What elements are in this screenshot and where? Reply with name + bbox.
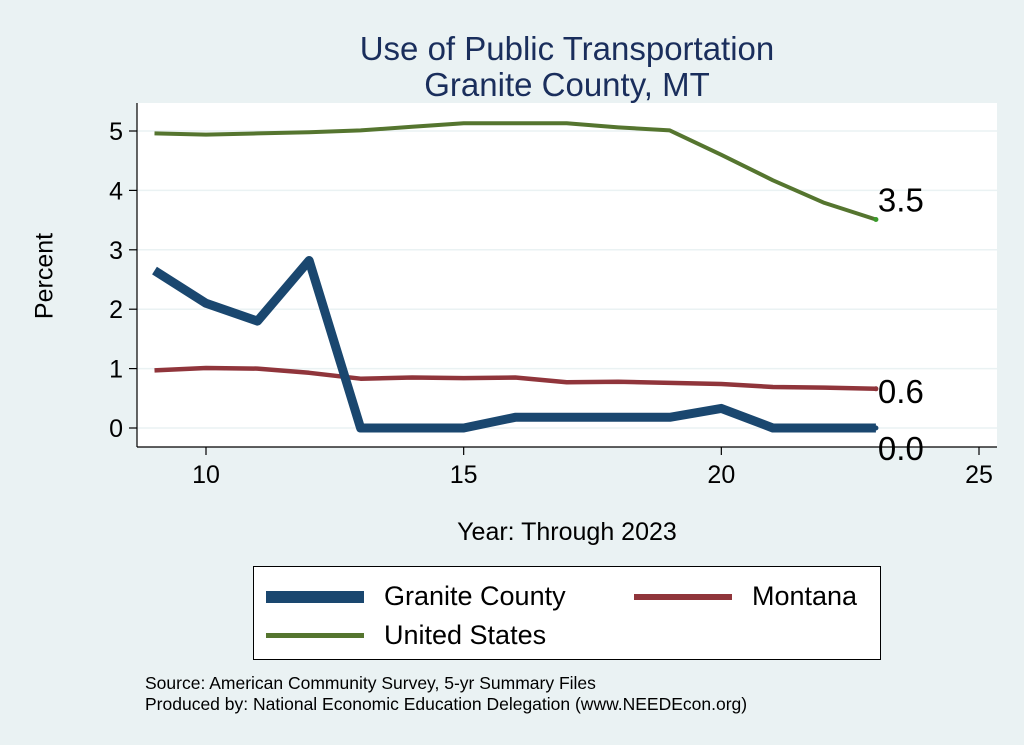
chart-title: Use of Public Transportation <box>359 30 775 67</box>
x-tick-label-25: 25 <box>965 461 993 489</box>
y-axis-label: Percent <box>30 232 59 320</box>
source-note: Source: American Community Survey, 5-yr … <box>145 673 596 693</box>
legend-item-united-states: United States <box>266 620 546 651</box>
y-tick-label-3: 3 <box>109 237 123 265</box>
y-tick-label-4: 4 <box>109 177 123 205</box>
end-label-granite-county: 0.0 <box>878 430 924 467</box>
series-line-granite-county <box>152 256 876 433</box>
end-label-united-states: 3.5 <box>878 182 924 219</box>
series-line-united-states <box>154 121 877 222</box>
x-tick-label-10: 10 <box>192 461 220 489</box>
legend-item-granite-county: Granite County <box>266 581 566 612</box>
legend-label-montana: Montana <box>752 581 858 611</box>
legend-label-united-states: United States <box>384 620 547 650</box>
y-tick-label-2: 2 <box>109 296 123 324</box>
legend-item-montana: Montana <box>634 581 857 612</box>
series-end-point-granite-county <box>873 425 879 431</box>
x-tick-label-15: 15 <box>450 461 478 489</box>
legend-swatch-united-states <box>266 633 364 638</box>
legend: Granite County Montana United States <box>253 566 881 660</box>
end-label-montana: 0.6 <box>878 373 924 410</box>
y-tick-label-0: 0 <box>109 415 123 443</box>
plot-background <box>137 103 997 447</box>
y-tick-label-5: 5 <box>109 118 123 146</box>
legend-swatch-montana <box>634 593 732 600</box>
producer-note: Produced by: National Economic Education… <box>145 694 748 714</box>
x-axis-label: Year: Through 2023 <box>457 518 677 546</box>
legend-swatch-granite-county <box>266 590 364 603</box>
x-tick-label-20: 20 <box>707 461 735 489</box>
legend-label-granite-county: Granite County <box>384 581 566 611</box>
series-end-point-montana <box>873 386 879 392</box>
chart-subtitle: Granite County, MT <box>424 66 710 103</box>
series-end-point-united-states <box>873 217 879 223</box>
y-tick-label-1: 1 <box>109 356 123 384</box>
series-line-montana <box>154 365 876 392</box>
